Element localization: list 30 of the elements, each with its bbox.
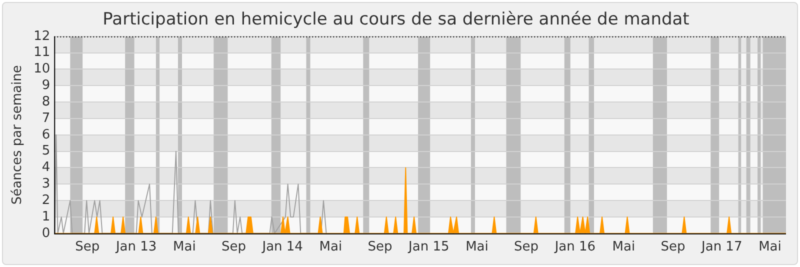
y-tick-label: 3 xyxy=(42,176,50,192)
x-tick-label: Sep xyxy=(221,240,246,255)
y-tick-label: 5 xyxy=(42,144,50,159)
chart-title: Participation en hemicycle au cours de sa dernière année de mandat xyxy=(102,10,690,30)
x-tick-label: Jan 17 xyxy=(700,240,742,255)
x-tick-label: Mai xyxy=(173,240,196,255)
x-tick-label: Sep xyxy=(660,240,686,255)
x-tick-label: Mai xyxy=(612,240,636,255)
y-tick-label: 4 xyxy=(42,160,50,176)
x-tick-label: Sep xyxy=(368,240,392,255)
y-tick-label: 0 xyxy=(42,226,50,241)
y-tick-label: 8 xyxy=(42,94,50,110)
y-tick-label: 2 xyxy=(42,192,50,208)
x-tick-label: Mai xyxy=(319,240,342,255)
x-tick-label: Jan 13 xyxy=(114,240,157,255)
y-tick-label: 6 xyxy=(42,127,50,142)
y-tick-label: 7 xyxy=(42,110,50,126)
x-tick-label: Sep xyxy=(514,240,539,255)
x-tick-label: Mai xyxy=(758,240,782,255)
y-tick-label: 12 xyxy=(34,28,50,44)
y-tick-label: 9 xyxy=(42,78,50,94)
x-tick-label: Jan 15 xyxy=(408,240,450,255)
x-tick-label: Mai xyxy=(466,240,488,255)
x-tick-label: Jan 14 xyxy=(261,240,303,255)
y-tick-label: 11 xyxy=(34,45,50,60)
y-tick-label: 10 xyxy=(34,62,50,77)
x-tick-label: Jan 16 xyxy=(554,240,596,255)
y-axis-title: Séances par semaine xyxy=(10,65,26,205)
y-tick-label: 1 xyxy=(42,209,50,224)
x-tick-label: Sep xyxy=(75,240,100,255)
